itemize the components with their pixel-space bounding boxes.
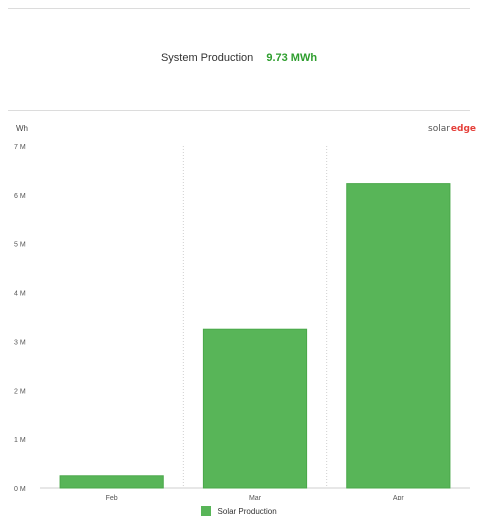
top-divider <box>8 8 470 9</box>
x-tick-label: Feb <box>106 495 118 500</box>
logo-mark: edge <box>450 124 477 134</box>
legend-swatch <box>201 506 212 516</box>
legend-label: Solar Production <box>217 507 277 516</box>
y-tick-label: 7 M <box>14 144 26 151</box>
summary-label: System Production <box>160 52 254 64</box>
section-divider <box>8 110 470 111</box>
brand-logo: solaredge <box>428 124 476 134</box>
bar-mar <box>202 328 308 489</box>
y-axis-unit: Wh <box>16 124 28 133</box>
y-tick-label: 3 M <box>14 339 26 346</box>
y-tick-label: 6 M <box>14 193 26 200</box>
y-tick-label: 0 M <box>14 486 26 493</box>
bar-feb <box>59 475 164 489</box>
summary-value: 9.73 MWh <box>266 52 318 64</box>
x-tick-label: Mar <box>249 495 262 500</box>
bar-apr <box>346 183 451 489</box>
y-tick-label: 4 M <box>14 291 26 298</box>
system-production-summary: System Production 9.73 MWh <box>0 52 478 64</box>
y-tick-label: 2 M <box>14 388 26 395</box>
y-tick-label: 1 M <box>14 437 26 444</box>
production-bar-chart: 0 M 1 M 2 M 3 M 4 M 5 M 6 M 7 M Feb Mar Apr <box>14 144 470 500</box>
y-tick-label: 5 M <box>14 242 26 249</box>
logo-text: solar <box>428 124 450 134</box>
chart-legend[interactable]: Solar Production <box>0 506 478 516</box>
x-tick-label: Apr <box>393 495 405 500</box>
